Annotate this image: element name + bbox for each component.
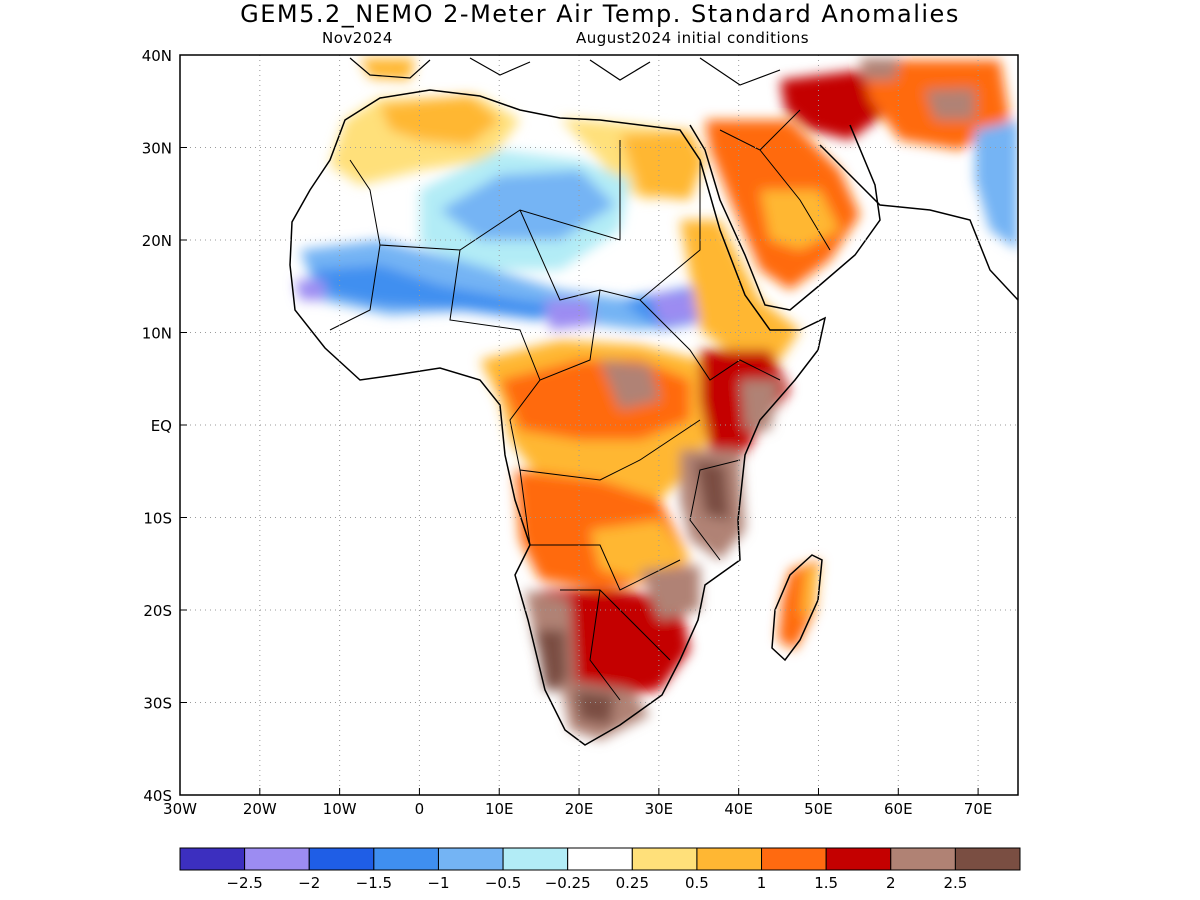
anomaly-madagascar-east	[800, 565, 820, 620]
colorbar-swatch	[373, 847, 439, 871]
map-axes: 30W 20W 10W 0 10E 20E 30E 40E 50E 60E 70E 40N 30N 20N…	[142, 47, 993, 818]
colorbar-swatch	[567, 847, 633, 871]
anomaly-iran-top	[860, 58, 900, 80]
lat-tick-label: 10S	[143, 510, 172, 528]
anomaly-chad-min	[545, 300, 595, 330]
anomaly-sahel-west	[300, 240, 720, 330]
lon-tick-label: 40E	[724, 800, 753, 818]
colorbar-label: 0.25	[616, 874, 649, 892]
colorbar-label: 0.5	[685, 874, 709, 892]
colorbar-label: 1	[757, 874, 767, 892]
lon-tick-label: 50E	[804, 800, 833, 818]
lat-tick-label: 20S	[143, 602, 172, 620]
colorbar-swatch	[631, 847, 698, 871]
anomaly-maghreb-warm	[380, 95, 500, 145]
arabia-coastline	[689, 124, 881, 311]
lon-tick-label: 10W	[323, 800, 357, 818]
map-title: GEM5.2_NEMO 2-Meter Air Temp. Standard A…	[240, 0, 960, 28]
lon-tick-label: 20W	[243, 800, 277, 818]
colorbar-label: −2	[298, 874, 320, 892]
lat-tick-label: 40N	[142, 47, 172, 65]
anomaly-arabia-inner	[760, 190, 840, 250]
lon-tick-label: 0	[415, 800, 425, 818]
anomaly-egypt	[620, 130, 705, 200]
lon-tick-label: 20E	[565, 800, 594, 818]
colorbar-label: 1.5	[814, 874, 838, 892]
initial-conditions: August2024 initial conditions	[576, 29, 810, 47]
colorbar-label: −1.5	[356, 874, 392, 892]
lat-tick-label: 30S	[143, 695, 172, 713]
lon-tick-label: 70E	[964, 800, 993, 818]
anomaly-sahel-core	[310, 265, 560, 320]
colorbar-swatch	[825, 847, 892, 871]
colorbar-swatch	[502, 847, 569, 871]
colorbar-swatch	[244, 847, 310, 871]
colorbar-swatch	[696, 847, 763, 871]
colorbar-swatch	[308, 847, 375, 871]
anomaly-namibia-max	[535, 630, 568, 690]
anomaly-iraq	[780, 70, 890, 140]
colorbar-label: 2	[886, 874, 896, 892]
anomaly-zambia	[590, 520, 690, 580]
lon-tick-label: 60E	[884, 800, 913, 818]
forecast-month: Nov2024	[322, 29, 393, 47]
colorbar-swatch	[761, 847, 827, 871]
anomaly-east-max	[740, 380, 780, 430]
anomaly-shading	[295, 58, 1018, 740]
lon-tick-label: 30E	[645, 800, 674, 818]
colorbar-label: −0.25	[545, 874, 591, 892]
colorbar-label: −2.5	[226, 874, 262, 892]
lat-lon-grid	[180, 55, 1018, 795]
anomaly-iran-max	[925, 88, 975, 120]
anomaly-mozambique	[640, 565, 700, 620]
anomaly-north-med	[360, 58, 415, 80]
colorbar-swatch	[890, 847, 956, 871]
anomaly-cape-max	[575, 690, 615, 725]
colorbar: −2.5 −2 −1.5 −1 −0.5 −0.25 0.25 0.5 1 1.5 2 2.5	[179, 847, 1021, 892]
colorbar-swatch	[179, 847, 246, 871]
anomaly-horn	[680, 220, 800, 360]
anomaly-southern	[540, 590, 690, 700]
lat-tick-label: 20N	[142, 232, 172, 250]
anomaly-pakistan	[975, 120, 1018, 250]
colorbar-swatch	[954, 847, 1021, 871]
colorbar-label: −0.5	[485, 874, 521, 892]
gulf-coastline	[819, 144, 1018, 301]
madagascar-coastline	[771, 554, 823, 662]
lon-tick-label: 10E	[485, 800, 514, 818]
anomaly-car	[600, 360, 660, 410]
med-north-coastline	[349, 57, 781, 86]
map-area	[180, 55, 1018, 795]
anomaly-tanzania-max	[695, 460, 730, 520]
anomaly-southsudan-min	[650, 290, 705, 325]
colorbar-label: 2.5	[943, 874, 967, 892]
africa-coastline	[289, 89, 827, 746]
anomaly-senegal-min	[295, 280, 325, 300]
colorbar-label: −1	[427, 874, 449, 892]
anomaly-sahara-mid	[440, 170, 615, 240]
lat-tick-label: 40S	[143, 787, 172, 805]
colorbar-swatch	[437, 847, 504, 871]
lat-tick-label: EQ	[151, 417, 172, 435]
lon-tick-label: 30W	[163, 800, 197, 818]
lat-tick-label: 10N	[142, 325, 172, 343]
lat-tick-label: 30N	[142, 140, 172, 158]
